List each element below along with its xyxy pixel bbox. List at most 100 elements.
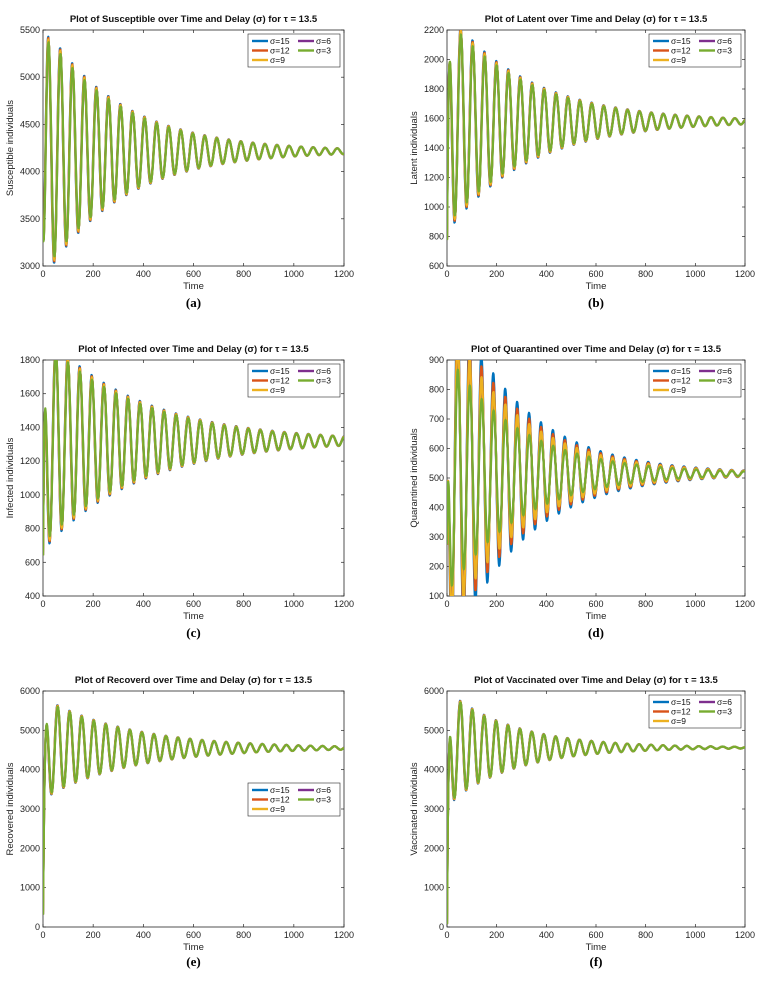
series-group xyxy=(447,699,745,925)
x-tick-label: 400 xyxy=(539,269,554,279)
y-tick-label: 1200 xyxy=(424,173,444,183)
panel-label: (b) xyxy=(588,295,604,310)
legend-entry: σ=6 xyxy=(717,697,732,707)
legend-entry: σ=12 xyxy=(671,46,691,56)
x-axis-label: Time xyxy=(586,281,607,292)
y-tick-label: 1800 xyxy=(424,84,444,94)
legend-entry: σ=3 xyxy=(717,707,732,717)
series-line-sigma-3 xyxy=(447,368,745,587)
legend-entry: σ=3 xyxy=(717,376,732,386)
x-tick-label: 1200 xyxy=(334,599,354,609)
chart-title: Plot of Susceptible over Time and Delay … xyxy=(70,14,318,25)
legend-entry: σ=15 xyxy=(270,366,290,376)
chart-panel-6: Plot of Vaccinated over Time and Delay (… xyxy=(409,675,755,969)
y-tick-label: 1600 xyxy=(20,389,40,399)
x-tick-label: 600 xyxy=(186,269,201,279)
x-tick-label: 400 xyxy=(136,269,151,279)
x-tick-label: 800 xyxy=(638,930,653,940)
y-tick-label: 6000 xyxy=(424,686,444,696)
x-tick-label: 1000 xyxy=(685,930,705,940)
series-group xyxy=(43,35,344,264)
x-tick-label: 200 xyxy=(489,599,504,609)
x-tick-label: 1000 xyxy=(685,599,705,609)
panel-label: (c) xyxy=(186,625,200,640)
series-line-sigma-6 xyxy=(447,700,745,925)
legend-entry: σ=12 xyxy=(671,376,691,386)
panel-label: (a) xyxy=(186,295,201,310)
panel-label: (e) xyxy=(186,954,200,969)
y-tick-label: 400 xyxy=(429,503,444,513)
y-axis-label: Recovered individuals xyxy=(5,762,16,855)
x-axis-label: Time xyxy=(586,611,607,622)
x-axis-label: Time xyxy=(183,942,204,953)
chart-panel-3: Plot of Infected over Time and Delay (σ)… xyxy=(5,344,354,640)
x-tick-label: 1200 xyxy=(334,269,354,279)
x-tick-label: 200 xyxy=(489,269,504,279)
y-tick-label: 900 xyxy=(429,355,444,365)
panel-label: (f) xyxy=(590,954,603,969)
y-tick-label: 6000 xyxy=(20,686,40,696)
y-tick-label: 1600 xyxy=(424,114,444,124)
x-tick-label: 1000 xyxy=(284,599,304,609)
y-tick-label: 5000 xyxy=(20,72,40,82)
y-tick-label: 500 xyxy=(429,473,444,483)
y-tick-label: 1000 xyxy=(424,883,444,893)
y-tick-label: 0 xyxy=(439,922,444,932)
y-tick-label: 600 xyxy=(429,261,444,271)
legend: σ=15 σ=6 σ=12 σ=3 σ=9 xyxy=(247,33,341,68)
y-tick-label: 3000 xyxy=(20,261,40,271)
x-tick-label: 800 xyxy=(236,269,251,279)
x-tick-label: 200 xyxy=(86,599,101,609)
x-tick-label: 0 xyxy=(40,930,45,940)
legend-entry: σ=9 xyxy=(270,55,285,65)
y-tick-label: 800 xyxy=(25,524,40,534)
y-tick-label: 2000 xyxy=(424,843,444,853)
legend: σ=15 σ=6 σ=12 σ=3 σ=9 xyxy=(648,363,742,398)
x-tick-label: 1000 xyxy=(685,269,705,279)
legend-entry: σ=6 xyxy=(717,36,732,46)
y-tick-label: 400 xyxy=(25,591,40,601)
y-tick-label: 300 xyxy=(429,532,444,542)
chart-title: Plot of Quarantined over Time and Delay … xyxy=(471,344,722,355)
legend: σ=15 σ=6 σ=12 σ=3 σ=9 xyxy=(247,782,341,817)
chart-title: Plot of Recoverd over Time and Delay (σ)… xyxy=(75,675,313,686)
x-tick-label: 800 xyxy=(638,599,653,609)
legend-entry: σ=12 xyxy=(671,707,691,717)
series-line-sigma-3 xyxy=(43,360,344,556)
legend-entry: σ=15 xyxy=(270,36,290,46)
x-tick-label: 400 xyxy=(539,599,554,609)
x-tick-label: 1200 xyxy=(735,930,755,940)
x-tick-label: 600 xyxy=(186,930,201,940)
chart-title: Plot of Vaccinated over Time and Delay (… xyxy=(474,675,718,686)
x-tick-label: 0 xyxy=(40,599,45,609)
x-tick-label: 1200 xyxy=(735,599,755,609)
y-tick-label: 800 xyxy=(429,232,444,242)
legend-entry: σ=9 xyxy=(270,804,285,814)
y-axis-label: Infected individuals xyxy=(5,437,16,518)
chart-title: Plot of Latent over Time and Delay (σ) f… xyxy=(485,14,708,25)
legend: σ=15 σ=6 σ=12 σ=3 σ=9 xyxy=(648,33,742,68)
y-axis-label: Susceptible individuals xyxy=(5,100,16,196)
x-tick-label: 600 xyxy=(588,599,603,609)
x-tick-label: 800 xyxy=(236,599,251,609)
x-tick-label: 1200 xyxy=(735,269,755,279)
series-line-sigma-3 xyxy=(447,701,745,925)
series-line-sigma-9 xyxy=(447,700,745,925)
x-tick-label: 800 xyxy=(236,930,251,940)
y-tick-label: 5000 xyxy=(424,725,444,735)
x-tick-label: 200 xyxy=(489,930,504,940)
y-tick-label: 4000 xyxy=(424,765,444,775)
legend-entry: σ=3 xyxy=(316,376,331,386)
y-tick-label: 3500 xyxy=(20,214,40,224)
y-tick-label: 100 xyxy=(429,591,444,601)
y-axis-label: Latent individuals xyxy=(409,111,420,185)
x-tick-label: 400 xyxy=(136,599,151,609)
chart-panel-4: Plot of Quarantined over Time and Delay … xyxy=(409,344,755,640)
chart-panel-5: Plot of Recoverd over Time and Delay (σ)… xyxy=(5,675,354,969)
y-tick-label: 200 xyxy=(429,562,444,572)
y-tick-label: 2200 xyxy=(424,25,444,35)
legend-entry: σ=9 xyxy=(671,716,686,726)
legend-entry: σ=6 xyxy=(316,36,331,46)
x-tick-label: 400 xyxy=(539,930,554,940)
y-tick-label: 600 xyxy=(429,444,444,454)
